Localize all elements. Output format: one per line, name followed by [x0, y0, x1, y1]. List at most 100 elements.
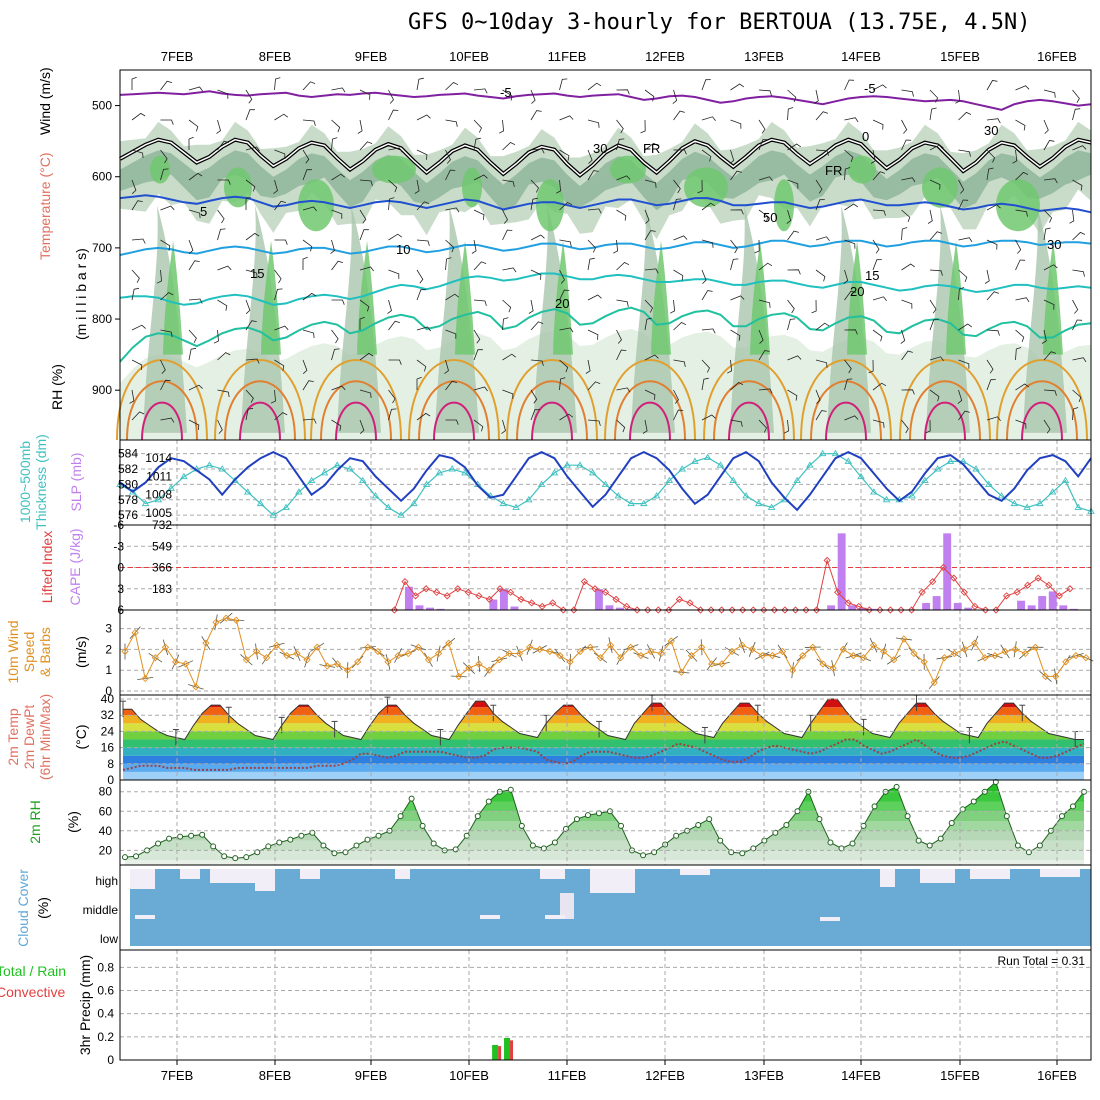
isotherm-5: [119, 194, 1092, 214]
wind-barb: [302, 329, 315, 339]
date-label-bottom: 16FEB: [1037, 1068, 1077, 1083]
thickness-point: [857, 472, 865, 480]
thickness-point: [537, 480, 546, 487]
wind-barb: [445, 293, 460, 301]
wind-barb: [1072, 269, 1085, 277]
cloud-title: Cloud Cover: [15, 869, 31, 947]
wind-barb: [758, 388, 773, 394]
rh-point: [783, 821, 790, 828]
rh-patch: [462, 167, 482, 208]
wind-barb: [616, 138, 625, 151]
wind-speed-point: [333, 660, 342, 668]
thickness-point: [652, 492, 661, 499]
thickness-slp-frame: [119, 439, 1092, 526]
wind-barb: [445, 380, 458, 391]
rh-band: [125, 811, 1084, 822]
wind-barb: [388, 147, 403, 153]
contour-label: -5: [500, 85, 512, 100]
wind-barb: [900, 329, 906, 344]
wind-speed-point: [1052, 672, 1060, 681]
wind-speed-point: [677, 668, 686, 676]
thickness-point: [882, 495, 891, 503]
wind-speed-point: [131, 629, 139, 637]
warm-contour: [728, 401, 770, 441]
cape-bar: [827, 605, 836, 610]
thickness-point: [384, 503, 393, 510]
rh-plume-core: [455, 240, 475, 355]
wind-barb: [1015, 297, 1030, 303]
wind-barb: [359, 229, 369, 241]
wind-speed-point: [1021, 649, 1029, 658]
wind-barb: [302, 418, 317, 424]
wind-barb: [644, 268, 659, 274]
wind-barb: [359, 299, 370, 312]
wind-barb: [815, 236, 830, 241]
li-tick-label: -3: [113, 539, 124, 553]
lifted-index-point: [633, 606, 641, 614]
thickness-point: [601, 480, 610, 487]
wind-barb: [844, 415, 859, 421]
thickness-point: [141, 499, 150, 507]
wind-barb: [445, 207, 460, 213]
rh-tick-label: 40: [99, 824, 113, 838]
wind-speed-point: [708, 660, 716, 668]
date-label-bottom: 15FEB: [940, 1068, 980, 1083]
rh-plume-core: [651, 240, 671, 355]
axis-title-line: 2m RH: [27, 800, 43, 844]
rh-point: [265, 843, 272, 850]
date-label-top: 10FEB: [449, 49, 489, 64]
thickness-point: [256, 499, 265, 507]
wind-speed-point: [445, 639, 453, 647]
lifted-index-point: [1013, 588, 1021, 596]
lifted-index-point: [454, 585, 462, 593]
thickness-point: [806, 461, 814, 468]
warm-contour: [126, 380, 198, 441]
wind-barb: [473, 419, 484, 432]
wind-barb: [901, 389, 915, 395]
lifted-index-point: [844, 599, 852, 607]
wind-barb: [958, 287, 965, 301]
lifted-index-point: [791, 606, 800, 614]
wind-barb: [811, 299, 817, 314]
wind-barb: [929, 107, 937, 121]
rh-point: [419, 822, 426, 829]
thickness-point: [576, 461, 584, 468]
wind-barb: [673, 389, 679, 404]
wind-barb: [986, 329, 1000, 336]
rh-point: [166, 835, 173, 842]
rh-point: [375, 832, 382, 839]
high-cloud-gap: [210, 869, 255, 883]
thickness-point: [1036, 499, 1044, 507]
wind-unit: (m/s): [73, 636, 89, 668]
cape-bar: [932, 596, 941, 610]
wind-barb: [245, 269, 258, 279]
wind-barb: [927, 209, 933, 224]
rh-point: [287, 836, 294, 843]
date-label-top: 8FEB: [259, 49, 292, 64]
wind-tick-label: 1: [105, 663, 112, 677]
wind-barb: [188, 260, 200, 271]
wind-barb: [958, 323, 973, 331]
wind-barb: [673, 149, 687, 155]
wind-barb: [758, 176, 773, 181]
wind-speed-point: [809, 643, 817, 651]
wind-barb: [1043, 227, 1051, 241]
wind-barb: [1015, 85, 1030, 91]
warm-contour: [335, 401, 377, 441]
rh-point: [1025, 849, 1032, 856]
li-tick-label: 3: [117, 582, 124, 596]
wind-barb: [188, 86, 203, 92]
precip-left-titles: Total / Rain Convective: [0, 963, 66, 1000]
high-cloud-gap: [540, 869, 565, 879]
lifted-index-point: [506, 588, 515, 596]
wind-barb: [730, 382, 744, 391]
cape-bar: [848, 605, 857, 610]
wind-barb: [1043, 178, 1058, 184]
wind-barb: [188, 136, 194, 150]
wind-barb: [1043, 209, 1053, 223]
lifted-index-point: [939, 563, 947, 572]
wind-barb: [1043, 89, 1056, 98]
li-tick-label: 0: [117, 561, 124, 575]
lifted-index-point: [496, 585, 504, 593]
wind-speed-point: [192, 683, 200, 691]
